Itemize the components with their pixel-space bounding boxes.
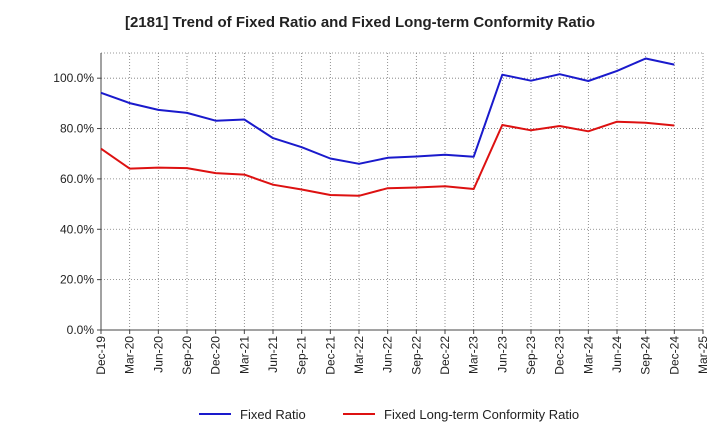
x-tick-label: Sep-21 bbox=[295, 336, 309, 375]
y-tick-label: 60.0% bbox=[60, 172, 94, 186]
x-tick-label: Dec-21 bbox=[323, 336, 337, 375]
x-tick-label: Sep-20 bbox=[180, 336, 194, 375]
legend-label: Fixed Long-term Conformity Ratio bbox=[384, 407, 579, 422]
y-tick-label: 40.0% bbox=[60, 222, 94, 236]
x-tick-label: Dec-19 bbox=[94, 336, 108, 375]
x-tick-label: Mar-20 bbox=[123, 336, 137, 374]
x-tick-label: Mar-23 bbox=[467, 336, 481, 374]
x-tick-label: Sep-23 bbox=[524, 336, 538, 375]
x-tick-label: Mar-21 bbox=[237, 336, 251, 374]
series-line-fixed-long-term-conformity-ratio bbox=[100, 120, 675, 197]
x-tick-label: Dec-22 bbox=[438, 336, 452, 375]
y-tick-label: 0.0% bbox=[67, 323, 95, 337]
x-tick-label: Jun-22 bbox=[381, 336, 395, 373]
x-tick-label: Sep-22 bbox=[409, 336, 423, 375]
x-tick-label: Dec-23 bbox=[553, 336, 567, 375]
plot-area bbox=[101, 53, 703, 330]
x-tick-label: Jun-21 bbox=[266, 336, 280, 373]
x-tick-label: Mar-22 bbox=[352, 336, 366, 374]
x-tick-label: Dec-20 bbox=[209, 336, 223, 375]
x-tick-label: Sep-24 bbox=[639, 336, 653, 375]
x-tick-label: Mar-24 bbox=[581, 336, 595, 374]
x-tick-label: Jun-23 bbox=[495, 336, 509, 373]
x-tick-label: Jun-20 bbox=[151, 336, 165, 373]
x-tick-label: Jun-24 bbox=[610, 336, 624, 373]
legend-label: Fixed Ratio bbox=[240, 407, 306, 422]
series-line-fixed-ratio bbox=[100, 57, 675, 165]
chart-title: [2181] Trend of Fixed Ratio and Fixed Lo… bbox=[124, 14, 596, 31]
y-tick-label: 100.0% bbox=[53, 71, 94, 85]
x-tick-label: Dec-24 bbox=[667, 336, 681, 375]
y-tick-label: 80.0% bbox=[60, 122, 94, 136]
x-tick-label: Mar-25 bbox=[696, 336, 710, 374]
y-tick-label: 20.0% bbox=[60, 273, 94, 287]
